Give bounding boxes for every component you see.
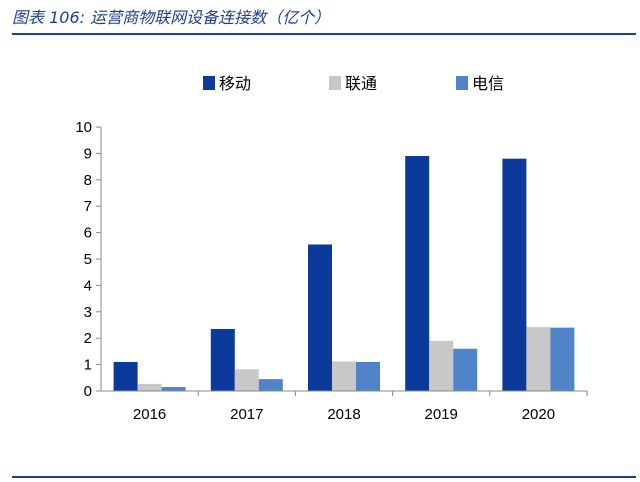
y-tick-label: 3 [84,304,92,321]
title-rule [12,33,636,35]
bar-group [113,156,575,391]
bar-2018-1 [332,361,356,391]
bar-2019-2 [453,348,478,391]
bar-2017-1 [234,369,259,391]
bar-2018-0 [308,244,332,391]
x-tick-label: 2016 [133,406,166,423]
legend-swatch [329,76,341,90]
legend-swatch [456,76,468,90]
bar-2017-0 [210,328,235,391]
y-tick-label: 6 [84,225,92,242]
chart-legend: 移动 联通 电信 [203,74,504,93]
bar-2016-0 [113,361,138,391]
x-tick-label: 2020 [522,406,555,423]
bar-2018-2 [356,361,380,391]
figure-title: 图表 106: 运营商物联网设备连接数（亿个） [12,8,331,27]
y-tick-label: 7 [84,198,92,215]
y-tick-label: 9 [84,145,92,162]
x-tick-label: 2018 [327,406,360,423]
x-tick-label: 2019 [425,406,458,423]
legend-label: 移动 [219,74,251,93]
y-tick-label: 8 [84,172,92,189]
bar-2020-1 [526,327,551,391]
bar-2019-1 [429,340,454,391]
legend-label: 联通 [345,74,377,93]
bar-2016-2 [161,387,186,391]
y-tick-label: 10 [75,119,92,136]
bar-2016-1 [137,383,162,391]
chart-axes: 0 1 2 3 4 5 6 7 8 9 10 2016 2017 2018 2019 2020 [75,119,588,423]
x-tick-label: 2017 [230,406,263,423]
legend-swatch [203,76,215,90]
footer-rule [12,476,636,478]
y-tick-label: 5 [84,251,92,268]
bar-2019-0 [405,156,430,391]
bar-2020-2 [550,327,575,391]
bar-2017-2 [258,379,283,391]
y-tick-label: 1 [84,357,92,374]
y-tick-label: 4 [84,277,92,294]
bar-2020-0 [502,158,527,391]
legend-label: 电信 [472,74,504,93]
y-tick-label: 2 [84,330,92,347]
y-tick-label: 0 [84,383,92,400]
